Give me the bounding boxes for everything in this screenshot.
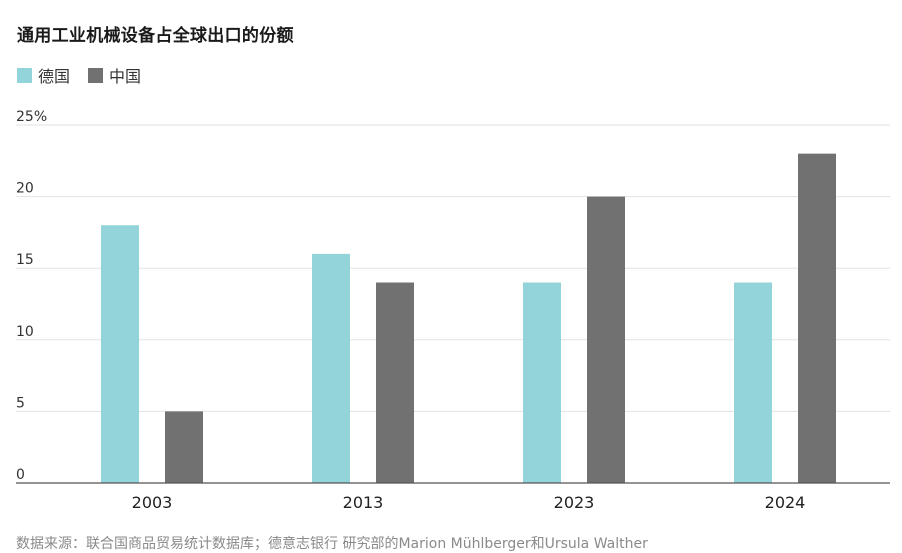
y-tick-label: 20 <box>16 181 34 197</box>
y-tick-label: 0 <box>16 467 25 483</box>
bar-germany-2023 <box>523 282 561 483</box>
y-tick-label: 15 <box>16 252 34 268</box>
x-tick-label: 2013 <box>343 493 384 512</box>
bars-layer <box>101 153 836 484</box>
source-note: 数据来源：联合国商品贸易统计数据库；德意志银行 研究部的Marion Mühlb… <box>16 536 648 552</box>
bar-china-2023 <box>587 196 625 483</box>
bar-china-2024 <box>798 153 836 483</box>
bar-germany-2024 <box>734 282 772 483</box>
x-tick-label: 2003 <box>132 493 173 512</box>
legend: 德国 中国 <box>17 63 159 87</box>
y-tick-label: 25% <box>16 109 47 125</box>
legend-label-germany: 德国 <box>38 67 71 86</box>
y-tick-label: 5 <box>16 395 25 411</box>
labels-layer: 0 5 10 15 20 25% 2003 2013 2023 2024 <box>16 109 805 512</box>
legend-swatch-germany <box>17 67 32 83</box>
legend-item-germany: 德国 <box>17 63 70 87</box>
x-tick-label: 2023 <box>554 493 595 512</box>
legend-item-china: 中国 <box>88 63 141 87</box>
bar-germany-2003 <box>101 225 139 484</box>
bar-china-2003 <box>165 411 203 483</box>
legend-swatch-china <box>88 67 104 83</box>
chart-title: 通用工业机械设备占全球出口的份额 <box>17 26 294 46</box>
bar-germany-2013 <box>312 253 350 483</box>
legend-label-china: 中国 <box>109 67 142 86</box>
x-tick-label: 2024 <box>765 493 806 512</box>
y-tick-label: 10 <box>16 324 34 340</box>
bar-china-2013 <box>376 282 414 483</box>
